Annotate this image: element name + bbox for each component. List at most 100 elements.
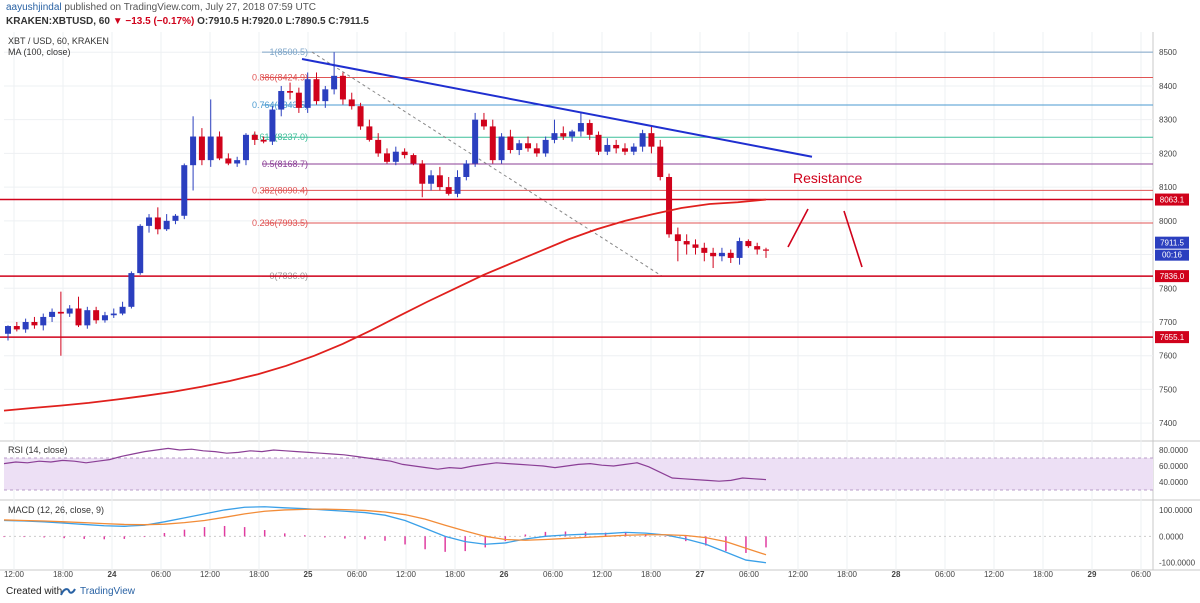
x-tick-label: 29	[1088, 570, 1097, 579]
y-tick-label: 7700	[1159, 318, 1177, 327]
x-tick-label: 24	[108, 570, 117, 579]
candle-body	[718, 252, 725, 257]
candle-body	[146, 217, 153, 226]
fib-level-label: 0.236(7993.5)	[252, 218, 308, 228]
x-tick-label: 06:00	[543, 570, 564, 579]
candle-body	[278, 91, 285, 110]
fib-level-label: 1(8500.5)	[269, 47, 308, 57]
macd-signal-line	[3, 508, 767, 556]
candle-body	[727, 252, 734, 258]
forecast-up-stroke	[787, 208, 809, 248]
y-tick-label: 7400	[1159, 419, 1177, 428]
candle-body	[577, 123, 584, 132]
rsi-tick-label: 80.0000	[1159, 446, 1188, 455]
candle-body	[454, 176, 461, 194]
candle-body	[57, 311, 64, 314]
y-tick-label: 8400	[1159, 82, 1177, 91]
author-link[interactable]: aayushjindal	[6, 2, 62, 13]
candle-body	[163, 220, 170, 230]
ma-legend: MA (100, close)	[8, 47, 71, 57]
level-price-badge	[1155, 193, 1189, 206]
candle-body	[630, 146, 637, 152]
candle-body	[463, 163, 470, 177]
forecast-down-stroke	[843, 210, 863, 268]
y-tick-label: 8200	[1159, 149, 1177, 158]
candle-body	[31, 321, 38, 326]
candle-body	[269, 109, 276, 142]
x-tick-label: 25	[304, 570, 313, 579]
candle-body	[154, 217, 161, 230]
candle-body	[40, 316, 47, 326]
x-tick-label: 06:00	[1131, 570, 1152, 579]
candle-body	[701, 247, 708, 253]
candle-body	[639, 133, 646, 147]
candle-body	[260, 139, 267, 142]
x-tick-label: 27	[696, 570, 705, 579]
candle-body	[445, 187, 452, 194]
candle-body	[595, 134, 602, 152]
candle-body	[683, 241, 690, 245]
symbol-line: KRAKEN:XBTUSD, 60 ▼ −13.5 (−0.17%) O:791…	[6, 16, 369, 27]
y-tick-label: 8100	[1159, 183, 1177, 192]
x-tick-label: 18:00	[837, 570, 858, 579]
candle-body	[101, 315, 108, 321]
countdown-badge	[1155, 249, 1189, 261]
x-tick-label: 18:00	[445, 570, 466, 579]
y-tick-label: 7600	[1159, 352, 1177, 361]
candle-body	[392, 151, 399, 162]
candle-body	[181, 165, 188, 216]
candle-body	[657, 146, 664, 177]
candle-body	[525, 143, 532, 149]
footer: Created with TradingView	[0, 582, 1200, 603]
candle-body	[49, 311, 56, 317]
fib-level-label: 0.5(8168.7)	[262, 159, 308, 169]
x-tick-label: 06:00	[935, 570, 956, 579]
level-price-badge	[1155, 270, 1189, 283]
y-tick-label: 8000	[1159, 217, 1177, 226]
macd-legend: MACD (12, 26, close, 9)	[8, 505, 104, 515]
level-price-label: 7836.0	[1160, 272, 1185, 281]
x-tick-label: 06:00	[151, 570, 172, 579]
x-tick-label: 06:00	[347, 570, 368, 579]
candle-body	[366, 126, 373, 140]
y-tick-label: 7800	[1159, 284, 1177, 293]
candle-body	[375, 139, 382, 154]
macd-line	[3, 506, 767, 564]
x-tick-label: 28	[892, 570, 901, 579]
candle-body	[621, 148, 628, 152]
candle-body	[410, 155, 417, 164]
x-tick-label: 12:00	[4, 570, 25, 579]
x-tick-label: 06:00	[739, 570, 760, 579]
macd-tick-label: 0.0000	[1159, 532, 1184, 541]
macd-tick-label: -100.0000	[1159, 559, 1196, 568]
candle-body	[348, 99, 355, 107]
x-tick-label: 18:00	[249, 570, 270, 579]
rsi-band	[4, 458, 1153, 490]
candle-body	[419, 163, 426, 184]
trading-chart[interactable]: 12:00 18:00 24 06:00 12:00 18:00 25 06:00 12:00 1…	[0, 32, 1200, 582]
ohlc-text: O:7910.5 H:7920.0 L:7890.5 C:7911.5	[197, 16, 369, 27]
candle-body	[251, 134, 258, 140]
macd-tick-label: 100.0000	[1159, 506, 1193, 515]
descending-trendline	[301, 57, 813, 158]
candle-body	[551, 133, 558, 140]
tradingview-brand[interactable]: TradingView	[80, 586, 136, 597]
candle-body	[75, 308, 82, 326]
chart-header: aayushjindal published on TradingView.co…	[0, 0, 1200, 32]
candle-body	[198, 136, 205, 161]
candle-body	[66, 308, 73, 314]
x-tick-label: 18:00	[53, 570, 74, 579]
candle-body	[586, 123, 593, 135]
candle-body	[295, 92, 302, 108]
candle-body	[569, 131, 576, 137]
candle-body	[225, 158, 232, 164]
level-price-label: 7655.1	[1160, 333, 1185, 342]
candle-body	[560, 133, 567, 137]
x-tick-label: 18:00	[1033, 570, 1054, 579]
symbol-text: KRAKEN:XBTUSD, 60	[6, 16, 110, 27]
candle-body	[604, 144, 611, 152]
rsi-tick-label: 60.0000	[1159, 462, 1188, 471]
x-tick-label: 18:00	[641, 570, 662, 579]
candle-body	[331, 75, 338, 90]
x-tick-label: 12:00	[984, 570, 1005, 579]
